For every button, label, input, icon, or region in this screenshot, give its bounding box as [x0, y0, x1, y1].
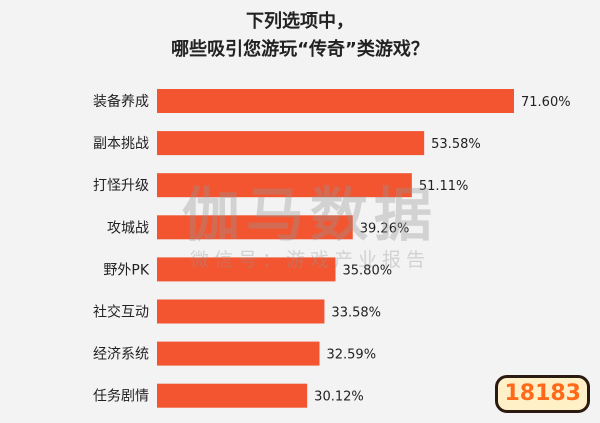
- category-label: 装备养成: [93, 93, 149, 110]
- value-label: 33.58%: [331, 306, 381, 321]
- logo-text: 18183: [495, 375, 590, 413]
- bar: [157, 131, 425, 156]
- bar: [157, 215, 353, 240]
- category-label: 社交互动: [93, 304, 149, 321]
- bar: [157, 299, 325, 324]
- category-label: 攻城战: [107, 220, 149, 236]
- bar: [157, 173, 412, 198]
- category-label: 任务剧情: [93, 389, 149, 405]
- bar: [157, 341, 320, 366]
- bar: [157, 89, 514, 113]
- chart-title: 下列选项中， 哪些吸引您游玩“传奇”类游戏？: [0, 8, 600, 64]
- value-label: 30.12%: [314, 390, 364, 405]
- category-label: 经济系统: [93, 347, 149, 363]
- category-label: 副本挑战: [93, 136, 149, 152]
- title-line-1: 下列选项中，: [246, 11, 354, 32]
- value-label: 51.11%: [419, 179, 469, 194]
- category-label: 打怪升级: [93, 177, 149, 194]
- category-label: 野外PK: [103, 262, 149, 278]
- title-line-2: 哪些吸引您游玩“传奇”类游戏？: [171, 39, 429, 60]
- bar: [157, 257, 336, 282]
- value-label: 35.80%: [343, 263, 393, 278]
- value-label: 71.60%: [521, 95, 571, 110]
- value-label: 39.26%: [360, 221, 410, 236]
- bar: [157, 383, 308, 408]
- site-logo: 18183: [495, 375, 590, 413]
- value-label: 32.59%: [326, 348, 376, 363]
- value-label: 53.58%: [431, 137, 481, 152]
